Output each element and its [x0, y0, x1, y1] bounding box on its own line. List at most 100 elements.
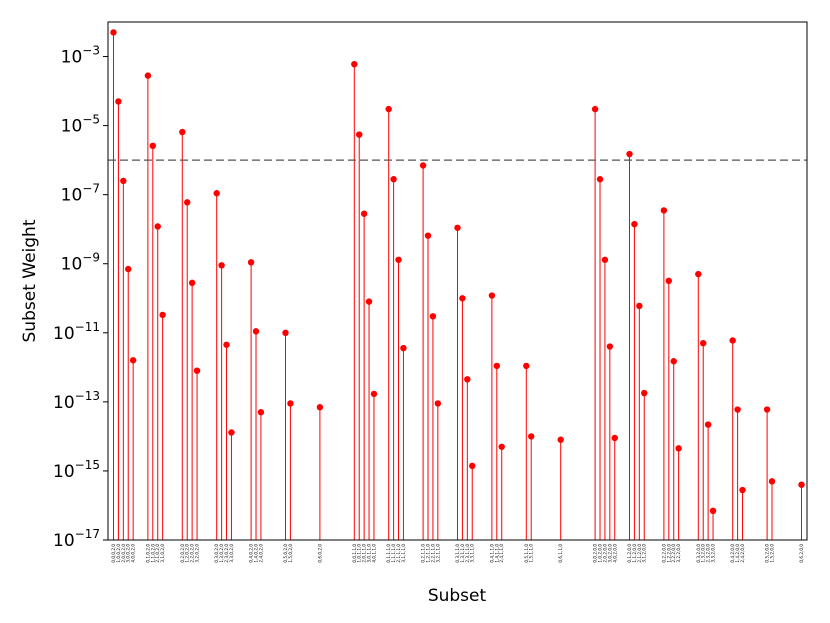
x-tick-label: 2,1,2,0,0 — [637, 544, 642, 563]
y-tick-base: 10 — [53, 324, 75, 344]
y-tick-exponent: −17 — [75, 527, 100, 541]
data-point — [641, 389, 648, 397]
x-tick-label: 3,2,2,0,0 — [676, 544, 681, 563]
data-point — [252, 328, 260, 335]
y-tick-base: 10 — [61, 255, 83, 275]
data-point — [459, 295, 466, 302]
data-point — [695, 270, 702, 278]
data-point — [523, 362, 530, 370]
data-point — [316, 404, 324, 411]
x-tick-label: 0,3,1,1,0 — [455, 544, 460, 563]
x-tick-label: 0,4,0,2,0 — [249, 544, 254, 563]
data-point — [601, 256, 609, 263]
data-point — [488, 292, 496, 299]
data-point — [360, 210, 368, 217]
data-point — [591, 105, 599, 113]
x-tick-label: 1,3,2,0,0 — [701, 544, 706, 563]
x-tick-label: 1,2,1,1,0 — [426, 544, 431, 563]
y-tick-exponent: −11 — [75, 320, 100, 334]
x-tick-label: 4,0,2,0,0 — [612, 544, 617, 563]
x-tick-label: 3,0,1,1,0 — [367, 544, 372, 563]
y-tick-base: 10 — [53, 531, 75, 551]
x-tick-label: 3,0,2,0,0 — [607, 544, 612, 563]
y-tick-label: 10−7 — [61, 182, 100, 206]
x-tick-label: 2,3,2,0,0 — [706, 544, 711, 563]
data-point — [115, 98, 122, 105]
data-point — [400, 344, 407, 352]
x-tick-label: 0,5,1,1,0 — [524, 544, 529, 563]
data-point — [395, 256, 402, 263]
data-point — [356, 131, 363, 138]
x-tick-label: 2,4,1,1,0 — [499, 544, 504, 563]
y-tick-label: 10−11 — [53, 320, 100, 344]
y-tick-exponent: −3 — [82, 44, 100, 58]
y-tick-label: 10−5 — [61, 113, 100, 137]
x-tick-label: 1,2,0,2,0 — [185, 544, 190, 563]
data-point — [611, 434, 618, 442]
x-tick-label: 2,1,1,1,0 — [396, 544, 401, 563]
y-tick-base: 10 — [61, 117, 83, 137]
data-point — [228, 429, 235, 436]
data-point — [606, 343, 614, 350]
data-point — [129, 357, 137, 364]
data-point — [213, 190, 220, 197]
data-point — [287, 400, 294, 407]
x-tick-label: 1,5,2,0,0 — [770, 544, 775, 563]
x-tick-label: 1,0,1,1,0 — [357, 544, 362, 563]
data-point — [154, 223, 161, 230]
data-point — [351, 60, 358, 68]
data-point — [660, 207, 668, 214]
y-tick-label: 10−3 — [61, 44, 100, 68]
data-point — [149, 142, 157, 150]
x-tick-label: 2,0,1,1,0 — [362, 544, 367, 563]
x-tick-label: 1,0,0,2,0 — [116, 544, 121, 563]
x-tick-label: 0,2,1,1,0 — [421, 544, 426, 563]
x-tick-label: 0,6,1,1,0 — [558, 544, 563, 563]
data-point — [631, 220, 638, 228]
x-tick-label: 3,3,0,2,0 — [229, 544, 234, 563]
x-tick-label: 3,2,0,2,0 — [195, 544, 200, 563]
y-tick-exponent: −5 — [82, 113, 100, 127]
x-tick-label: 1,3,0,2,0 — [219, 544, 224, 563]
data-point — [120, 177, 127, 185]
y-tick-base: 10 — [53, 393, 75, 413]
data-point — [675, 445, 682, 452]
x-tick-label: 3,1,1,1,0 — [401, 544, 406, 563]
x-tick-label: 2,4,2,0,0 — [740, 544, 745, 563]
y-tick-label: 10−13 — [53, 389, 100, 413]
x-tick-label: 2,1,0,2,0 — [155, 544, 160, 563]
x-tick-label: 0,2,2,0,0 — [661, 544, 666, 563]
x-tick-label: 2,2,0,2,0 — [190, 544, 195, 563]
x-tick-label: 4,0,1,1,0 — [371, 544, 376, 563]
x-tick-label: 0,0,0,2,0 — [111, 544, 116, 563]
y-tick-base: 10 — [53, 462, 75, 482]
data-point — [125, 265, 132, 273]
data-point — [223, 341, 230, 348]
x-tick-label: 2,3,1,1,0 — [465, 544, 470, 563]
x-tick-label: 2,2,2,0,0 — [671, 544, 676, 563]
x-tick-label: 0,5,0,2,0 — [283, 544, 288, 563]
x-tick-label: 0,1,0,2,0 — [145, 544, 150, 563]
y-tick-base: 10 — [61, 186, 83, 206]
x-tick-label: 1,4,1,1,0 — [494, 544, 499, 563]
data-point — [257, 409, 265, 416]
y-tick-exponent: −13 — [75, 389, 100, 403]
data-point — [385, 105, 392, 113]
x-tick-label: 2,3,0,2,0 — [224, 544, 229, 563]
y-tick-label: 10−9 — [61, 251, 100, 275]
x-tick-label: 0,1,1,1,0 — [386, 544, 391, 563]
y-tick-exponent: −9 — [82, 251, 100, 265]
x-tick-label: 3,2,1,1,0 — [435, 544, 440, 563]
x-tick-label: 3,3,1,1,0 — [470, 544, 475, 563]
x-axis-label: Subset — [428, 586, 487, 606]
data-point — [739, 486, 746, 494]
x-tick-label: 2,2,1,1,0 — [430, 544, 435, 563]
data-point — [763, 406, 771, 413]
x-tick-label: 3,3,2,0,0 — [711, 544, 716, 563]
x-tick-label: 0,0,1,1,0 — [352, 544, 357, 563]
y-axis-label: Subset Weight — [20, 219, 40, 342]
data-point — [528, 433, 535, 440]
x-tick-label: 0,6,2,0,0 — [799, 544, 804, 563]
data-point — [188, 279, 196, 287]
